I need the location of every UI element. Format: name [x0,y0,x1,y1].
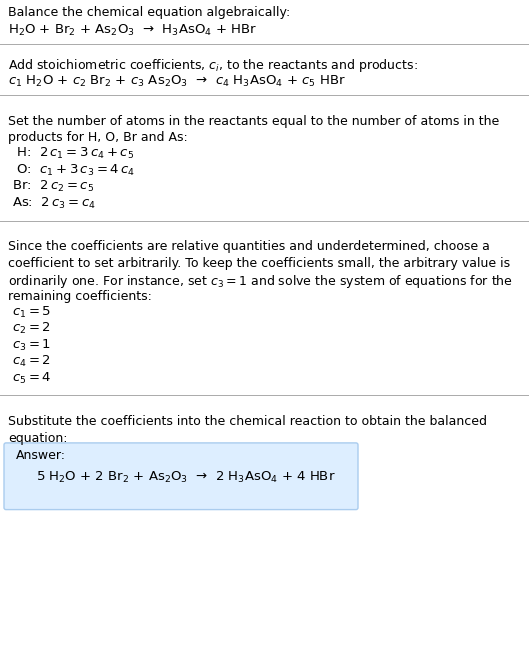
Text: $c_5 = 4$: $c_5 = 4$ [12,371,51,386]
Text: Substitute the coefficients into the chemical reaction to obtain the balanced: Substitute the coefficients into the che… [8,415,487,428]
Text: products for H, O, Br and As:: products for H, O, Br and As: [8,131,188,144]
Text: Balance the chemical equation algebraically:: Balance the chemical equation algebraica… [8,6,290,19]
Text: H:  $2\,c_1 = 3\,c_4 + c_5$: H: $2\,c_1 = 3\,c_4 + c_5$ [12,146,134,161]
Text: coefficient to set arbitrarily. To keep the coefficients small, the arbitrary va: coefficient to set arbitrarily. To keep … [8,257,510,270]
Text: $c_4 = 2$: $c_4 = 2$ [12,354,51,369]
Text: $c_3 = 1$: $c_3 = 1$ [12,338,51,353]
Text: Set the number of atoms in the reactants equal to the number of atoms in the: Set the number of atoms in the reactants… [8,115,499,128]
Text: ordinarily one. For instance, set $c_3 = 1$ and solve the system of equations fo: ordinarily one. For instance, set $c_3 =… [8,273,513,291]
Text: remaining coefficients:: remaining coefficients: [8,290,152,303]
Text: O:  $c_1 + 3\,c_3 = 4\,c_4$: O: $c_1 + 3\,c_3 = 4\,c_4$ [12,163,135,178]
Text: 5 H$_2$O + 2 Br$_2$ + As$_2$O$_3$  →  2 H$_3$AsO$_4$ + 4 HBr: 5 H$_2$O + 2 Br$_2$ + As$_2$O$_3$ → 2 H$… [36,470,335,485]
Text: $c_2 = 2$: $c_2 = 2$ [12,321,51,336]
Text: $c_1 = 5$: $c_1 = 5$ [12,305,51,320]
Text: $c_1$ H$_2$O + $c_2$ Br$_2$ + $c_3$ As$_2$O$_3$  →  $c_4$ H$_3$AsO$_4$ + $c_5$ H: $c_1$ H$_2$O + $c_2$ Br$_2$ + $c_3$ As$_… [8,74,346,89]
Text: As:  $2\,c_3 = c_4$: As: $2\,c_3 = c_4$ [12,196,96,211]
FancyBboxPatch shape [4,443,358,510]
Text: H$_2$O + Br$_2$ + As$_2$O$_3$  →  H$_3$AsO$_4$ + HBr: H$_2$O + Br$_2$ + As$_2$O$_3$ → H$_3$AsO… [8,23,257,38]
Text: Add stoichiometric coefficients, $c_i$, to the reactants and products:: Add stoichiometric coefficients, $c_i$, … [8,57,418,74]
Text: Answer:: Answer: [16,449,66,462]
Text: Br:  $2\,c_2 = c_5$: Br: $2\,c_2 = c_5$ [12,179,94,194]
Text: equation:: equation: [8,432,68,444]
Text: Since the coefficients are relative quantities and underdetermined, choose a: Since the coefficients are relative quan… [8,240,490,253]
